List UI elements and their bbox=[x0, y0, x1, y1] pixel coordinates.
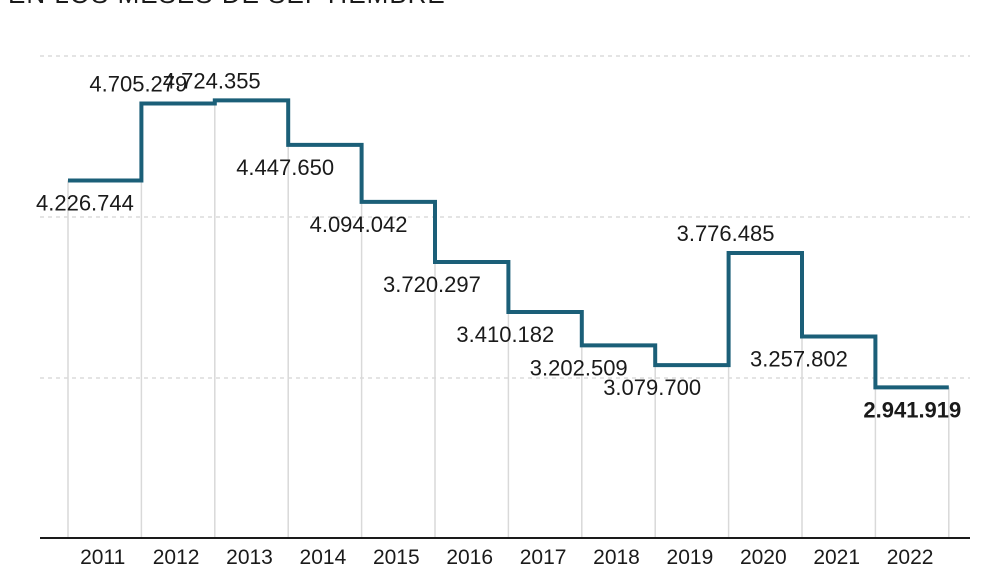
value-label-2022: 2.941.919 bbox=[863, 397, 961, 422]
x-tick-2017: 2017 bbox=[520, 546, 567, 567]
value-label-2015: 4.094.042 bbox=[310, 212, 408, 237]
x-tick-2011: 2011 bbox=[80, 546, 125, 567]
x-tick-2021: 2021 bbox=[813, 546, 860, 567]
x-tick-2014: 2014 bbox=[300, 546, 347, 567]
value-label-2020: 3.776.485 bbox=[677, 221, 775, 246]
value-label-2017: 3.410.182 bbox=[456, 322, 554, 347]
value-label-2019: 3.079.700 bbox=[603, 375, 701, 400]
value-label-2012: 4.705.279 bbox=[89, 71, 187, 96]
period-separators bbox=[67, 100, 950, 538]
value-label-2018: 3.202.509 bbox=[530, 355, 628, 380]
value-label-2014: 4.447.650 bbox=[236, 155, 334, 180]
value-label-2013: 4.724.355 bbox=[163, 68, 261, 93]
x-tick-2016: 2016 bbox=[446, 546, 493, 567]
x-tick-2013: 2013 bbox=[226, 546, 273, 567]
value-label-2016: 3.720.297 bbox=[383, 272, 481, 297]
grid-layer bbox=[40, 55, 970, 379]
series-step-line bbox=[68, 98, 949, 390]
chart-subtitle: EN LOS MESES DE SEPTIEMBRE bbox=[8, 0, 446, 9]
x-tick-2015: 2015 bbox=[373, 546, 420, 567]
x-axis-ticks: 2011 2012 2013 2014 2015 2016 2017 2018 2019 2020… bbox=[80, 546, 933, 567]
x-tick-2018: 2018 bbox=[593, 546, 640, 567]
x-tick-2020: 2020 bbox=[740, 546, 787, 567]
x-tick-2022: 2022 bbox=[887, 546, 934, 567]
value-label-2021: 3.257.802 bbox=[750, 346, 848, 371]
x-tick-2019: 2019 bbox=[667, 546, 714, 567]
value-label-2011: 4.226.744 bbox=[36, 190, 134, 215]
x-tick-2012: 2012 bbox=[153, 546, 200, 567]
